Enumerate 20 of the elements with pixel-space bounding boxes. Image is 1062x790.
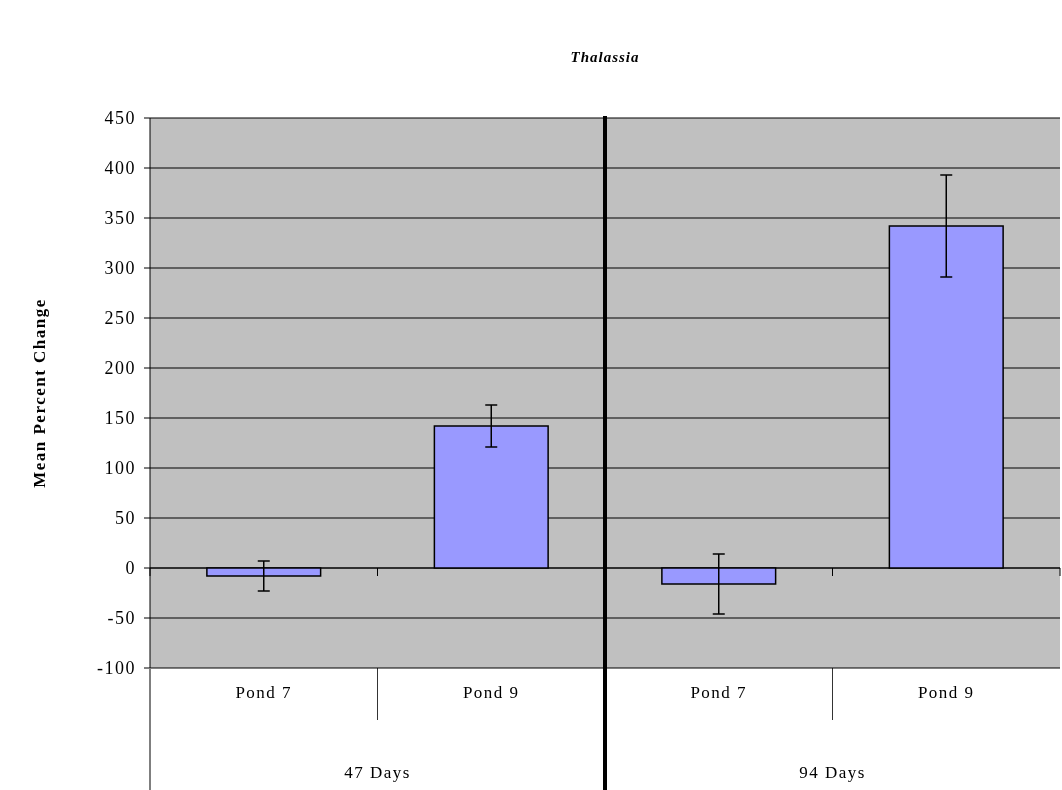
y-tick-label: 0 bbox=[125, 558, 136, 579]
y-tick-label: 100 bbox=[104, 458, 136, 479]
x-tick-label: Pond 9 bbox=[462, 683, 520, 702]
y-tick-label: 250 bbox=[104, 308, 136, 329]
y-tick-label: 200 bbox=[104, 358, 136, 379]
y-tick-label: 450 bbox=[104, 108, 136, 129]
text: 47 Days bbox=[344, 763, 411, 782]
x-tick-label: Pond 9 bbox=[917, 683, 975, 702]
y-tick-label: 300 bbox=[104, 258, 136, 279]
y-tick-label: -50 bbox=[107, 608, 136, 629]
y-tick-label: -100 bbox=[97, 658, 136, 679]
x-tick-label: Pond 7 bbox=[235, 683, 293, 702]
y-tick-label: 150 bbox=[104, 408, 136, 429]
y-tick-label: 400 bbox=[104, 158, 136, 179]
text: 94 Days bbox=[799, 763, 866, 782]
x-tick-label: Pond 7 bbox=[690, 683, 748, 702]
chart-title: Thalassia bbox=[570, 49, 640, 65]
y-axis-title: Mean Percent Change bbox=[30, 298, 49, 488]
y-tick-label: 50 bbox=[115, 508, 136, 529]
y-tick-label: 350 bbox=[104, 208, 136, 229]
